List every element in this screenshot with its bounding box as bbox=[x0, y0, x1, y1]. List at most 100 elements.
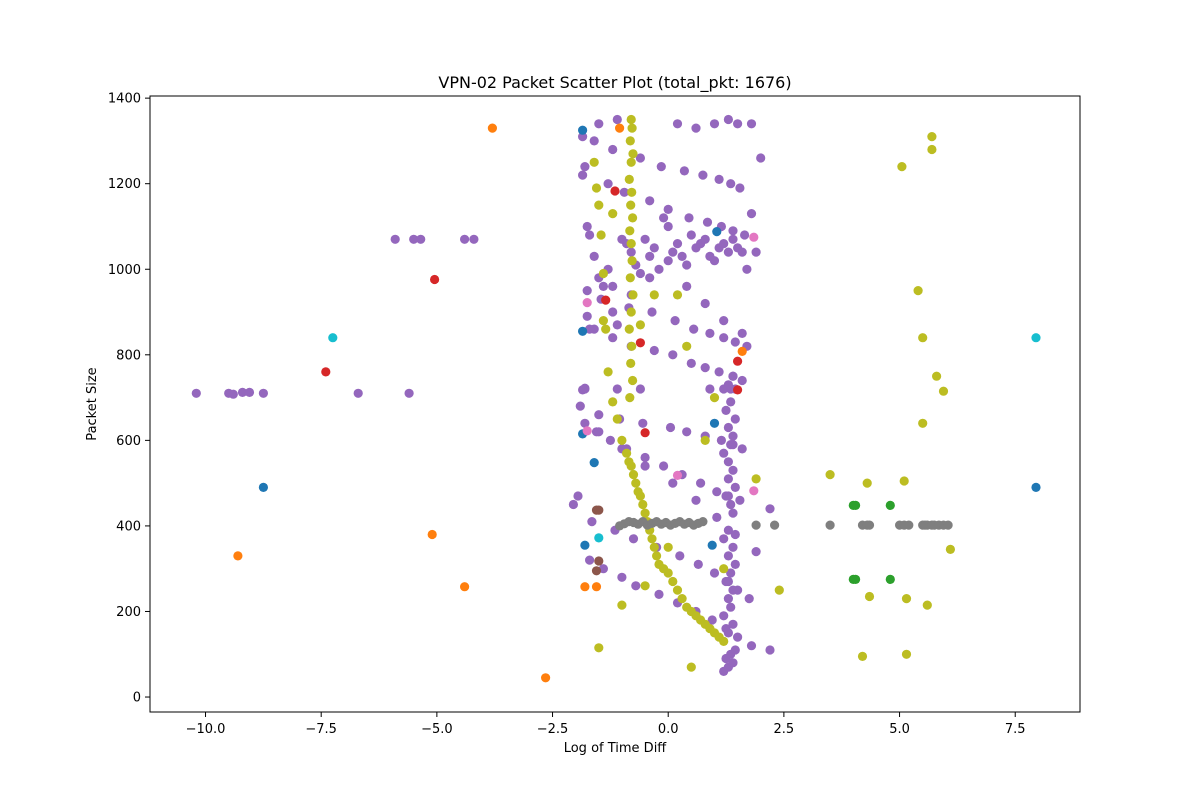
data-point bbox=[603, 367, 613, 377]
data-point bbox=[730, 414, 740, 424]
data-point bbox=[913, 286, 923, 296]
data-point bbox=[746, 119, 757, 129]
data-point bbox=[591, 582, 602, 592]
data-point bbox=[714, 174, 724, 184]
data-point bbox=[1031, 482, 1041, 492]
data-point bbox=[568, 499, 579, 510]
data-point bbox=[594, 505, 604, 515]
data-point bbox=[728, 542, 738, 552]
data-point bbox=[589, 136, 599, 146]
data-point bbox=[709, 568, 720, 578]
data-points-layer bbox=[191, 114, 1041, 683]
data-point bbox=[686, 358, 696, 368]
data-point bbox=[578, 170, 588, 180]
data-point bbox=[258, 482, 268, 492]
data-point bbox=[723, 457, 734, 467]
data-point bbox=[885, 500, 895, 510]
data-point bbox=[709, 256, 720, 266]
data-point bbox=[631, 581, 641, 591]
data-point bbox=[723, 380, 734, 390]
data-point bbox=[626, 461, 636, 471]
data-point bbox=[640, 452, 650, 463]
data-point bbox=[682, 260, 692, 270]
data-point bbox=[628, 375, 638, 386]
data-point bbox=[707, 615, 717, 625]
data-point bbox=[628, 149, 638, 159]
data-point bbox=[649, 345, 659, 356]
data-point bbox=[723, 551, 734, 561]
data-point bbox=[770, 520, 780, 530]
data-point bbox=[723, 114, 734, 125]
data-point bbox=[625, 273, 635, 283]
data-point bbox=[640, 581, 650, 591]
data-point bbox=[945, 544, 956, 555]
data-point bbox=[626, 247, 636, 257]
data-point bbox=[612, 414, 622, 424]
data-point bbox=[594, 200, 604, 210]
x-tick-label: 0.0 bbox=[658, 722, 679, 737]
data-point bbox=[608, 307, 618, 317]
data-point bbox=[700, 234, 710, 244]
data-point bbox=[677, 594, 687, 604]
data-point bbox=[645, 273, 655, 283]
data-point bbox=[608, 397, 618, 407]
y-axis-label: Packet Size bbox=[85, 367, 100, 440]
data-point bbox=[716, 435, 727, 445]
data-point bbox=[728, 619, 738, 629]
data-point bbox=[580, 540, 590, 550]
data-point bbox=[744, 594, 754, 604]
data-point bbox=[640, 461, 650, 471]
data-point bbox=[751, 247, 761, 257]
data-point bbox=[719, 239, 729, 249]
data-point bbox=[668, 350, 678, 360]
data-point bbox=[622, 448, 632, 458]
data-point bbox=[686, 662, 696, 672]
data-point bbox=[460, 234, 470, 244]
data-point bbox=[709, 119, 720, 129]
data-point bbox=[608, 281, 618, 291]
data-point bbox=[682, 341, 692, 351]
data-point bbox=[728, 431, 738, 441]
data-point bbox=[728, 371, 738, 381]
data-point bbox=[635, 384, 646, 394]
data-point bbox=[726, 568, 736, 578]
data-point bbox=[1031, 333, 1041, 343]
data-point bbox=[594, 427, 604, 437]
data-point bbox=[580, 418, 590, 428]
data-point bbox=[628, 290, 638, 300]
data-point bbox=[668, 247, 678, 257]
data-point bbox=[691, 495, 701, 505]
data-point bbox=[749, 232, 759, 242]
data-point bbox=[723, 247, 734, 257]
data-point bbox=[598, 268, 609, 279]
data-point bbox=[591, 566, 602, 576]
data-point bbox=[635, 268, 646, 279]
data-point bbox=[582, 298, 592, 308]
data-point bbox=[427, 529, 437, 540]
data-point bbox=[707, 540, 717, 550]
data-point bbox=[598, 564, 609, 574]
data-point bbox=[737, 328, 747, 338]
data-point bbox=[615, 123, 625, 133]
data-point bbox=[691, 123, 701, 133]
data-point bbox=[460, 582, 470, 592]
data-point bbox=[649, 542, 659, 552]
data-point bbox=[705, 384, 715, 394]
data-point bbox=[638, 418, 648, 428]
data-point bbox=[640, 508, 650, 518]
data-point bbox=[728, 658, 738, 668]
data-point bbox=[728, 465, 738, 475]
data-point bbox=[726, 499, 736, 510]
data-point bbox=[635, 153, 646, 163]
data-point bbox=[712, 512, 722, 523]
data-point bbox=[723, 594, 734, 604]
data-point bbox=[709, 393, 720, 403]
data-point bbox=[191, 388, 201, 398]
data-point bbox=[580, 383, 590, 393]
data-point bbox=[726, 602, 736, 612]
data-point bbox=[582, 426, 592, 436]
data-point bbox=[390, 234, 400, 244]
data-point bbox=[654, 264, 664, 274]
data-point bbox=[627, 187, 637, 197]
y-tick-label: 1200 bbox=[108, 177, 141, 192]
